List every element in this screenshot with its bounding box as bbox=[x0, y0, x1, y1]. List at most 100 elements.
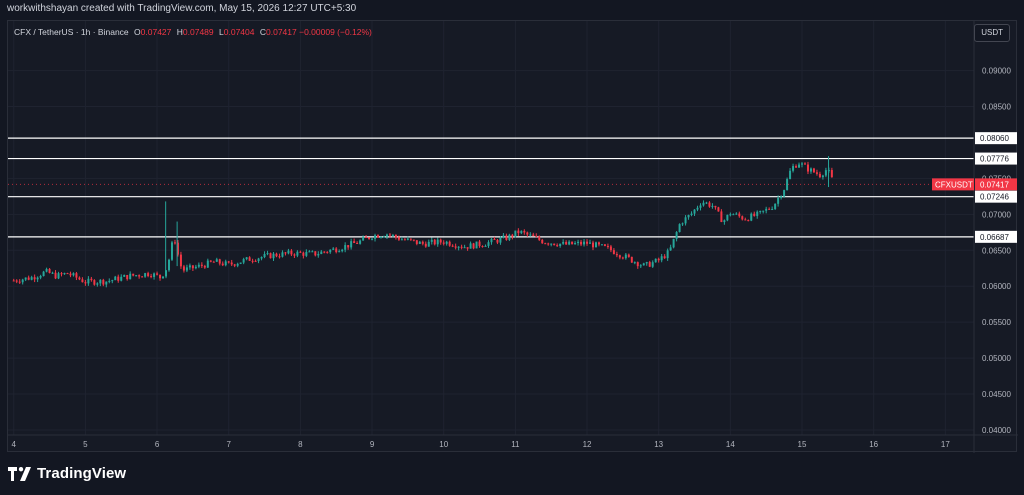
candle-body bbox=[78, 277, 81, 280]
candle-body bbox=[511, 234, 514, 237]
candle-body bbox=[105, 281, 108, 285]
candle-body bbox=[526, 232, 529, 235]
y-tick-label: 0.08500 bbox=[982, 103, 1011, 112]
open-value: 0.07427 bbox=[140, 27, 172, 37]
x-tick-label: 16 bbox=[869, 440, 878, 449]
candle-body bbox=[254, 260, 257, 262]
candle-body bbox=[239, 262, 242, 264]
tradingview-logo[interactable]: TradingView bbox=[8, 465, 126, 482]
candle-body bbox=[717, 207, 720, 212]
x-tick-label: 7 bbox=[226, 440, 231, 449]
candle-body bbox=[54, 272, 57, 279]
currency-button[interactable]: USDT bbox=[974, 24, 1010, 42]
candle-body bbox=[323, 251, 326, 253]
candle-body bbox=[347, 245, 350, 248]
candle-body bbox=[403, 239, 406, 241]
candle-body bbox=[362, 237, 365, 241]
candle-body bbox=[284, 252, 287, 254]
candle-body bbox=[69, 273, 72, 276]
candle-body bbox=[484, 245, 487, 247]
candle-body bbox=[690, 213, 693, 216]
candle-body bbox=[714, 205, 717, 208]
candle-body bbox=[669, 247, 672, 251]
candle-body bbox=[472, 243, 475, 249]
candle-body bbox=[448, 241, 451, 246]
horizontal-lines[interactable] bbox=[8, 137, 974, 238]
candle-body bbox=[747, 220, 750, 222]
candle-body bbox=[27, 277, 30, 280]
candle-body bbox=[529, 234, 532, 236]
candle-body bbox=[251, 260, 254, 262]
candle-body bbox=[741, 216, 744, 220]
horizontal-line-label-bg bbox=[975, 230, 1017, 243]
candle-body bbox=[230, 262, 233, 265]
candle-body bbox=[606, 245, 609, 247]
candle-body bbox=[209, 260, 212, 262]
candle-body bbox=[693, 209, 696, 214]
candle-body bbox=[824, 170, 827, 176]
candle-body bbox=[382, 236, 385, 238]
candle-body bbox=[821, 175, 824, 178]
horizontal-line-label-bg bbox=[975, 152, 1017, 165]
candle-body bbox=[726, 214, 729, 221]
candle-body bbox=[299, 251, 302, 253]
candle-body bbox=[418, 241, 421, 244]
close-value: 0.07417 bbox=[266, 27, 297, 37]
candle-body bbox=[463, 247, 466, 249]
candle-body bbox=[311, 251, 314, 253]
candle-body bbox=[182, 266, 185, 271]
candle-body bbox=[580, 241, 583, 245]
candle-body bbox=[45, 268, 48, 272]
candle-body bbox=[293, 254, 296, 256]
candle-body bbox=[99, 279, 102, 284]
candle-body bbox=[493, 238, 496, 240]
candles bbox=[12, 156, 833, 288]
candle-body bbox=[639, 265, 642, 267]
candle-body bbox=[350, 241, 353, 248]
candle-body bbox=[281, 252, 284, 257]
candle-body bbox=[696, 207, 699, 210]
candle-body bbox=[603, 244, 606, 246]
price-chart[interactable]: 0.090000.085000.075000.070000.065000.060… bbox=[8, 21, 1018, 453]
candle-body bbox=[290, 250, 293, 255]
candle-body bbox=[762, 210, 765, 212]
candle-body bbox=[753, 213, 756, 216]
candle-body bbox=[120, 276, 123, 281]
candle-body bbox=[260, 257, 263, 259]
x-tick-label: 14 bbox=[726, 440, 735, 449]
candle-body bbox=[406, 238, 409, 240]
candle-body bbox=[308, 251, 311, 253]
candle-body bbox=[150, 276, 153, 278]
candle-body bbox=[263, 254, 266, 258]
candle-body bbox=[320, 251, 323, 255]
candle-body bbox=[636, 262, 639, 267]
candle-body bbox=[242, 259, 245, 263]
candle-body bbox=[212, 261, 215, 263]
horizontal-line-label-bg bbox=[975, 190, 1017, 203]
x-tick-label: 9 bbox=[370, 440, 375, 449]
candle-body bbox=[594, 242, 597, 248]
candle-body bbox=[645, 262, 648, 264]
candle-body bbox=[368, 237, 371, 239]
chart-pane[interactable]: 0.090000.085000.075000.070000.065000.060… bbox=[7, 20, 1018, 453]
candle-body bbox=[421, 241, 424, 244]
candle-body bbox=[445, 241, 448, 244]
candle-body bbox=[168, 259, 170, 271]
candle-body bbox=[475, 241, 478, 249]
symbol-title[interactable]: CFX / TetherUS · 1h · Binance bbox=[14, 27, 129, 37]
candle-body bbox=[165, 270, 168, 277]
candle-body bbox=[732, 214, 735, 216]
candle-body bbox=[117, 276, 120, 281]
time-axis[interactable]: 4 5 6 7 8 9 10 11 12 13 14 15 16 17 bbox=[8, 434, 1018, 449]
candle-body bbox=[248, 257, 251, 261]
candle-body bbox=[711, 205, 714, 207]
y-tick-label: 0.04500 bbox=[982, 390, 1011, 399]
horizontal-line-label-bg bbox=[975, 132, 1017, 145]
candle-body bbox=[269, 253, 272, 259]
candle-body bbox=[830, 170, 833, 178]
close-label: C bbox=[259, 27, 266, 37]
candle-body bbox=[129, 273, 132, 280]
y-tick-label: 0.04000 bbox=[982, 426, 1011, 435]
candle-body bbox=[221, 263, 224, 266]
candle-body bbox=[735, 213, 738, 215]
